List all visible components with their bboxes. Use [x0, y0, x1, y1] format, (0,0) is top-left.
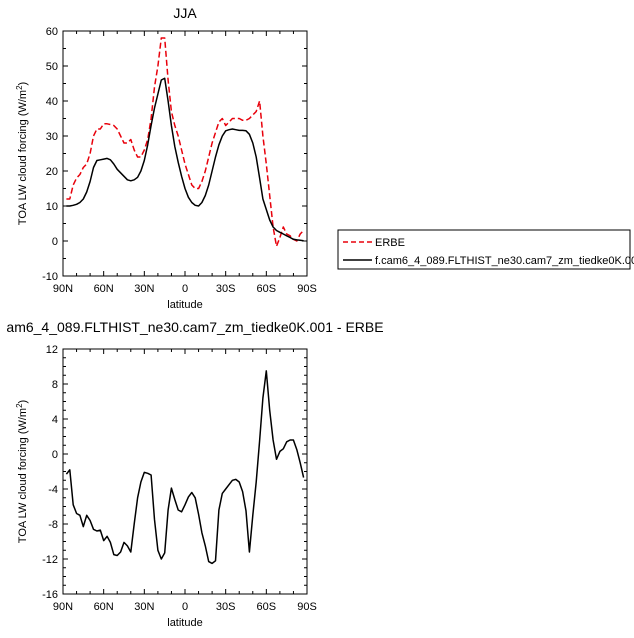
top-chart: JJA -10 0 10 20 30 40 50 60 90N 60N 30N 0 30S 60S 90S… [15, 5, 317, 311]
top-chart-x-tick-label: 90N [53, 283, 73, 295]
bottom-chart-x-tick-label: 90S [297, 601, 317, 613]
top-chart-y-tick-label: 10 [46, 201, 58, 213]
bottom-chart-y-tick-label: -8 [48, 519, 58, 531]
top-chart-y-axis: -10 0 10 20 30 40 50 60 [42, 26, 307, 283]
top-chart-y-label-main: TOA LW cloud forcing (W/m [17, 90, 29, 225]
bottom-chart-title: am6_4_089.FLTHIST_ne30.cam7_zm_tiedke0K.… [6, 319, 383, 335]
bottom-chart-y-axis: -16 -12 -8 -4 0 4 8 12 [42, 344, 307, 601]
bottom-chart-series-line-1 [65, 370, 305, 565]
bottom-chart-y-tick-label: -4 [48, 484, 58, 496]
bottom-chart-y-label: TOA LW cloud forcing (W/m2) [15, 400, 29, 543]
top-chart-series [66, 37, 305, 248]
top-chart-series-line-2 [66, 77, 304, 242]
bottom-chart: am6_4_089.FLTHIST_ne30.cam7_zm_tiedke0K.… [6, 319, 383, 629]
bottom-chart-y-tick-label: 8 [52, 379, 58, 391]
bottom-chart-x-axis: 90N 60N 30N 0 30S 60S 90S [53, 349, 317, 613]
legend: ERBE f.cam6_4_089.FLTHIST_ne30.cam7_zm_t… [337, 229, 634, 270]
bottom-chart-x-tick-label: 60S [257, 601, 277, 613]
bottom-chart-y-label-close: ) [17, 400, 29, 404]
top-chart-y-tick-label: 40 [46, 96, 58, 108]
bottom-chart-y-tick-label: 4 [52, 414, 58, 426]
bottom-chart-y-label-main: TOA LW cloud forcing (W/m [17, 408, 29, 543]
bottom-chart-x-tick-label: 90N [53, 601, 73, 613]
top-chart-x-axis: 90N 60N 30N 0 30S 60S 90S [53, 31, 317, 295]
top-chart-series-line-1 [66, 37, 305, 248]
top-chart-y-tick-label: -10 [42, 271, 58, 283]
bottom-chart-x-tick-label: 0 [182, 601, 188, 613]
legend-label-model: f.cam6_4_089.FLTHIST_ne30.cam7_zm_tiedke… [375, 255, 634, 267]
top-chart-title: JJA [173, 5, 197, 21]
top-chart-x-tick-label: 30S [216, 283, 236, 295]
top-chart-y-tick-label: 50 [46, 61, 58, 73]
top-chart-y-tick-label: 0 [52, 236, 58, 248]
top-chart-y-label-close: ) [17, 82, 29, 86]
top-chart-y-label: TOA LW cloud forcing (W/m2) [15, 82, 29, 225]
bottom-chart-y-tick-label: 12 [46, 344, 58, 356]
top-chart-y-label-sup: 2 [15, 85, 24, 90]
legend-box [337, 229, 631, 270]
bottom-chart-y-tick-label: -12 [42, 554, 58, 566]
top-chart-plot-frame [62, 30, 308, 277]
bottom-chart-x-label: latitude [167, 617, 202, 629]
bottom-chart-x-tick-label: 60N [94, 601, 114, 613]
bottom-chart-plot-frame [62, 348, 308, 595]
bottom-chart-x-tick-label: 30N [134, 601, 154, 613]
top-chart-x-label: latitude [167, 299, 202, 311]
top-chart-x-tick-label: 90S [297, 283, 317, 295]
top-chart-y-tick-label: 20 [46, 166, 58, 178]
top-chart-x-tick-label: 0 [182, 283, 188, 295]
bottom-chart-y-label-sup: 2 [15, 403, 24, 408]
bottom-chart-y-tick-label: 0 [52, 449, 58, 461]
top-chart-y-tick-label: 60 [46, 26, 58, 38]
top-chart-y-tick-label: 30 [46, 131, 58, 143]
top-chart-x-tick-label: 30N [134, 283, 154, 295]
top-chart-x-tick-label: 60S [257, 283, 277, 295]
top-chart-x-tick-label: 60N [94, 283, 114, 295]
bottom-chart-y-tick-label: -16 [42, 589, 58, 601]
bottom-chart-x-tick-label: 30S [216, 601, 236, 613]
legend-label-erbe: ERBE [375, 237, 405, 249]
bottom-chart-series [65, 370, 305, 565]
